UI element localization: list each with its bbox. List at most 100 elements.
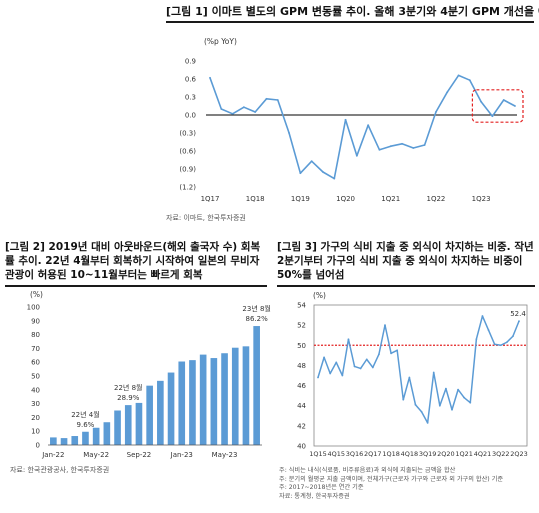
chart3-data-point bbox=[317, 376, 319, 379]
chart2-x-tick-label: Sep-22 bbox=[127, 451, 152, 459]
chart2-y-tick-label: 60 bbox=[31, 359, 40, 367]
chart3-data-point bbox=[359, 367, 362, 370]
chart2-y-tick-label: 40 bbox=[31, 386, 40, 394]
chart3-data-point bbox=[457, 388, 459, 391]
chart2-x-tick-label: May-22 bbox=[83, 451, 109, 459]
chart3-data-point bbox=[481, 315, 484, 317]
chart1-data-point bbox=[412, 147, 415, 149]
chart1-data-point bbox=[435, 111, 437, 113]
chart3-data-point bbox=[512, 335, 514, 338]
chart2-bar bbox=[50, 437, 57, 445]
chart1-data-point bbox=[254, 111, 257, 113]
chart3-x-tick-label: 3Q22 bbox=[492, 450, 510, 458]
chart1-data-point bbox=[355, 154, 358, 157]
chart3-data-point bbox=[420, 410, 423, 413]
chart2-title: [그림 2] 2019년 대비 아웃바운드(해외 출국자 수) 회복률 추이. … bbox=[5, 241, 261, 281]
chart1-data-point bbox=[389, 145, 392, 148]
chart2-bar bbox=[178, 361, 186, 445]
chart3-data-point bbox=[402, 398, 405, 401]
chart3-y-tick-label: 54 bbox=[297, 302, 306, 310]
chart1-x-tick-label: 1Q21 bbox=[381, 195, 400, 203]
chart3-series-line bbox=[317, 315, 520, 424]
chart3-end-value-label: 52.4 bbox=[510, 310, 526, 318]
chart3-data-point bbox=[505, 341, 508, 344]
chart3-y-tick-label: 40 bbox=[297, 443, 306, 451]
chart3-data-point bbox=[463, 396, 466, 399]
chart3-data-point bbox=[378, 353, 380, 356]
chart2-x-tick-label: May-23 bbox=[212, 451, 238, 459]
chart3-source-line: 주: 2017~2018년은 연간 기준 bbox=[279, 484, 364, 491]
chart1-data-point bbox=[378, 148, 381, 151]
chart1-x-tick-label: 1Q18 bbox=[246, 195, 265, 203]
chart1-data-point bbox=[276, 99, 279, 101]
chart1-y-tick-label: 0.6 bbox=[185, 76, 197, 84]
chart3-title-rule bbox=[277, 285, 535, 287]
chart2-annotation-label: 22년 4월 bbox=[71, 410, 99, 419]
chart1-data-point bbox=[457, 74, 460, 77]
chart3-x-tick-label: 4Q21 bbox=[474, 450, 492, 458]
chart3-y-tick-label: 44 bbox=[297, 402, 306, 410]
chart2-source: 자료: 한국관광공사, 한국투자증권 bbox=[10, 466, 110, 474]
chart2-bar bbox=[253, 326, 260, 445]
chart1-data-point bbox=[242, 106, 245, 109]
chart3-data-point bbox=[408, 376, 411, 379]
chart3-data-point bbox=[432, 371, 435, 374]
chart2-y-tick-label: 20 bbox=[31, 414, 40, 422]
chart1-y-tick-label: 0.0 bbox=[185, 112, 196, 120]
chart3-source-line: 자료: 통계청, 한국투자증권 bbox=[279, 492, 350, 500]
chart3-y-tick-label: 52 bbox=[297, 322, 306, 330]
chart3-plot-frame bbox=[313, 304, 528, 447]
chart1-data-point bbox=[401, 142, 403, 145]
chart1-data-point bbox=[502, 99, 505, 101]
chart3-title: [그림 3] 가구의 식비 지출 중 외식이 차지하는 비중. 작년 2분기부터… bbox=[277, 241, 534, 281]
chart1-unit: (%p YoY) bbox=[204, 37, 237, 46]
chart1-y-tick-label: 0.9 bbox=[185, 58, 196, 66]
chart3-x-tick-label: 4Q18 bbox=[401, 450, 419, 458]
chart3-data-point bbox=[371, 366, 374, 369]
chart2-y-tick-label: 10 bbox=[31, 428, 40, 436]
chart3-x-tick-label: 3Q19 bbox=[419, 450, 437, 458]
chart2-bar bbox=[82, 431, 89, 445]
chart3-data-point bbox=[487, 329, 490, 332]
chart1-y-tick-label: 0.3 bbox=[185, 94, 196, 102]
chart1-data-point bbox=[446, 91, 449, 94]
chart3-y-tick-label: 48 bbox=[297, 362, 306, 370]
chart3-unit: (%) bbox=[313, 291, 326, 300]
chart1-y-tick-label: (0.6) bbox=[179, 148, 196, 156]
chart3-data-point bbox=[451, 408, 453, 411]
chart2-bar bbox=[189, 360, 196, 445]
chart1-data-point bbox=[333, 177, 336, 180]
chart1-data-point bbox=[209, 76, 211, 79]
chart1-x-tick-label: 1Q23 bbox=[472, 195, 491, 203]
chart1-x-tick-label: 1Q20 bbox=[336, 195, 355, 203]
chart3-data-point bbox=[493, 343, 496, 346]
chart2-bar bbox=[167, 372, 175, 445]
chart1-y-tick-label: (0.3) bbox=[179, 130, 196, 138]
chart2-y-tick-label: 50 bbox=[31, 373, 40, 381]
chart2-annotation-value: 86.2% bbox=[246, 315, 269, 323]
chart3-data-point bbox=[335, 361, 338, 364]
chart2-annotation-value: 9.6% bbox=[77, 421, 95, 429]
chart2-bar bbox=[71, 436, 79, 445]
chart1-data-point bbox=[423, 144, 426, 146]
chart1-title: [그림 1] 이마트 별도의 GPM 변동률 추이. 올해 3분기와 4분기 G… bbox=[166, 5, 539, 18]
chart2-title-rule bbox=[5, 285, 267, 287]
chart1-data-point bbox=[480, 100, 483, 103]
chart2-bar bbox=[157, 380, 164, 445]
chart2-bar bbox=[60, 438, 68, 445]
chart1-data-point bbox=[468, 79, 471, 82]
chart3-data-point bbox=[438, 404, 441, 407]
chart3-x-tick-label: 1Q18 bbox=[382, 450, 400, 458]
chart2-bar bbox=[124, 405, 132, 445]
chart3-data-point bbox=[323, 356, 325, 359]
chart3-x-tick-label: 1Q15 bbox=[309, 450, 327, 458]
chart1-data-point bbox=[491, 115, 494, 118]
chart2-y-tick-label: 100 bbox=[27, 304, 40, 312]
chart2-bar bbox=[114, 410, 121, 445]
chart1-source: 자료: 이마트, 한국투자증권 bbox=[166, 214, 246, 222]
chart2-y-tick-label: 70 bbox=[31, 345, 40, 353]
chart1-data-point bbox=[344, 118, 347, 121]
chart2-y-tick-label: 80 bbox=[31, 331, 40, 339]
